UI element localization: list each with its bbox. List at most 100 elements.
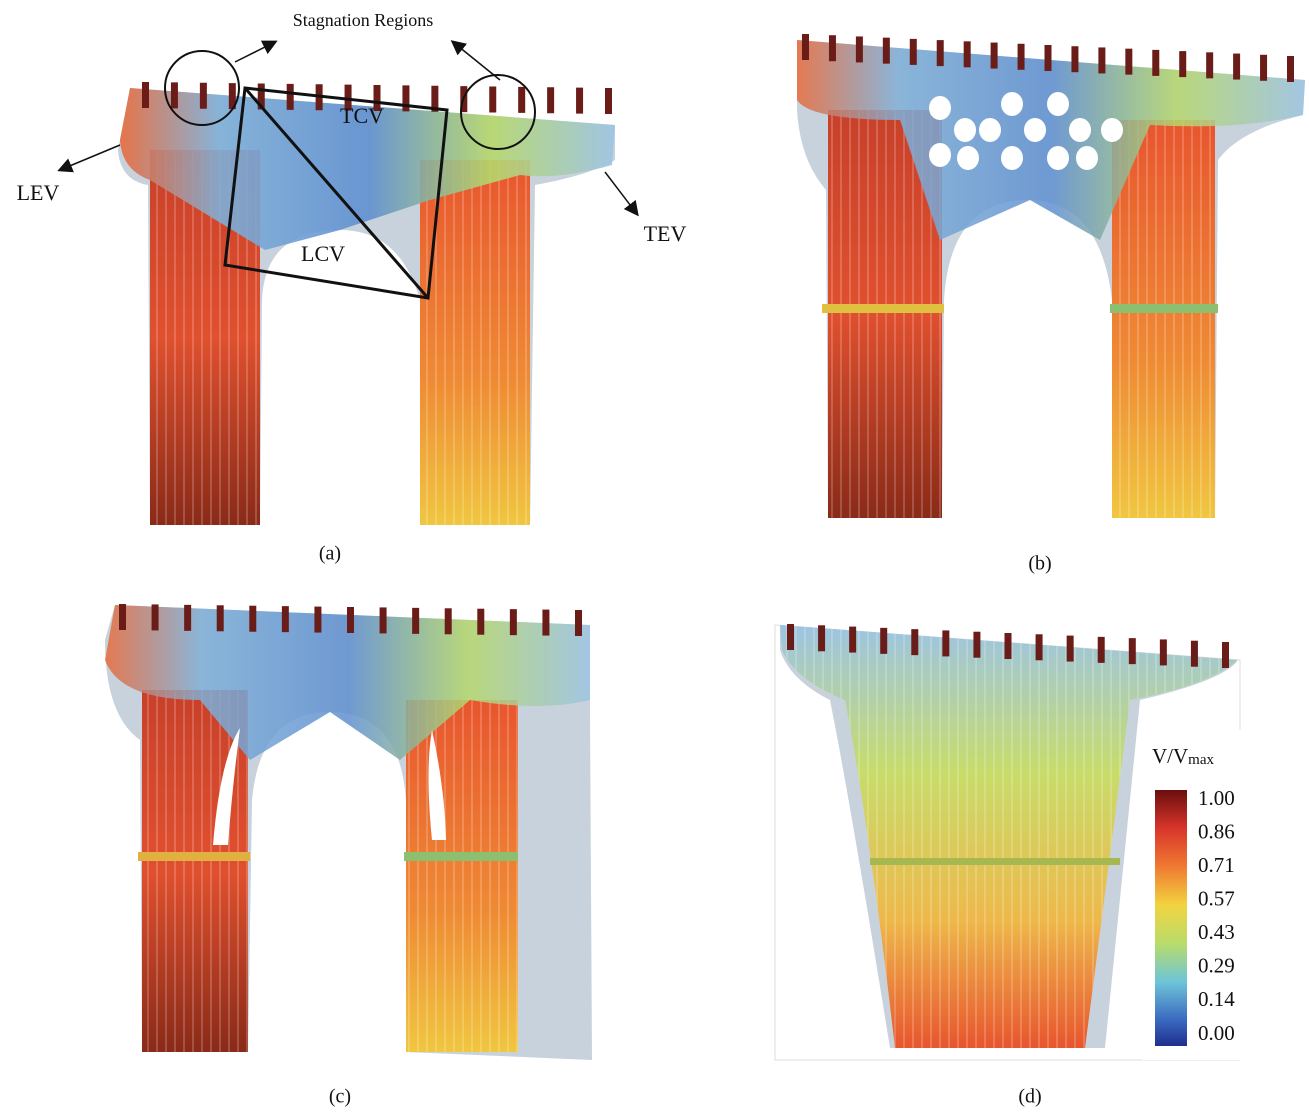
tube-hole bbox=[957, 146, 979, 170]
tube-rod bbox=[509, 609, 517, 636]
annotation: TCV bbox=[340, 103, 384, 128]
header-flow bbox=[105, 605, 590, 760]
caption: (d) bbox=[1018, 1086, 1041, 1108]
header-flow bbox=[797, 40, 1305, 240]
arrow bbox=[604, 171, 639, 217]
stagnation-circle bbox=[164, 50, 240, 126]
tube-rod bbox=[605, 88, 612, 114]
tube-hole bbox=[1001, 146, 1023, 170]
caption: (c) bbox=[329, 1086, 351, 1108]
tube-rod bbox=[199, 82, 207, 109]
tube-rods bbox=[787, 624, 1229, 668]
tube-rod bbox=[216, 605, 224, 632]
tube-rods bbox=[142, 82, 612, 114]
tube-rod bbox=[818, 625, 826, 652]
tube-rod bbox=[909, 38, 917, 65]
tube-rod bbox=[1222, 642, 1229, 668]
panel-b: (b) bbox=[797, 34, 1305, 575]
tube-rod bbox=[257, 83, 265, 110]
colorbar-tick-label: 0.71 bbox=[1198, 853, 1235, 877]
tube-rod bbox=[1233, 53, 1241, 80]
tube-rod bbox=[990, 42, 998, 69]
panel-c: (c) bbox=[105, 604, 592, 1108]
tube-hole bbox=[979, 118, 1001, 142]
tube-rod bbox=[973, 631, 981, 658]
tube-rod bbox=[942, 630, 950, 657]
tube-rod bbox=[1098, 47, 1106, 74]
tube-hole bbox=[929, 143, 951, 167]
caption: (a) bbox=[319, 543, 341, 565]
colorbar-title-main: V/V bbox=[1152, 744, 1188, 768]
annotation: LCV bbox=[301, 241, 345, 266]
colorbar-tick-label: 0.86 bbox=[1198, 819, 1235, 843]
tube-rod bbox=[936, 40, 944, 67]
tube-rod bbox=[849, 626, 857, 653]
colorbar-tick-label: 0.14 bbox=[1198, 987, 1235, 1011]
tube-rod bbox=[444, 608, 452, 635]
tube-rod bbox=[1044, 45, 1052, 71]
tube-rod bbox=[542, 609, 550, 636]
tube-rod bbox=[547, 87, 555, 114]
colorbar-tick-label: 0.29 bbox=[1198, 954, 1235, 978]
tube-holes bbox=[929, 92, 1123, 170]
tube-rod bbox=[489, 86, 497, 113]
tube-rod bbox=[1206, 52, 1214, 79]
interface bbox=[822, 304, 944, 313]
streamlines bbox=[406, 700, 518, 1052]
annotation: Stagnation Regions bbox=[293, 10, 434, 30]
panel-d: V/Vmax 1.000.860.710.570.430.290.140.00 … bbox=[774, 624, 1242, 1108]
colorbar-tick-label: 0.57 bbox=[1198, 887, 1235, 911]
tube-rod bbox=[1179, 51, 1187, 78]
tube-hole bbox=[954, 118, 976, 142]
tube-rod bbox=[1287, 56, 1294, 82]
tube-rod bbox=[1260, 54, 1268, 81]
tube-rod bbox=[963, 41, 971, 68]
tube-rod bbox=[142, 82, 149, 108]
stagnation-circle bbox=[460, 74, 536, 150]
tube-hole bbox=[1001, 92, 1023, 116]
interface bbox=[870, 858, 1120, 865]
tube-rod bbox=[1125, 48, 1133, 75]
vane bbox=[213, 728, 240, 845]
tube-rod bbox=[1004, 633, 1012, 659]
colorbar-ticks: 1.00 0.86 0.71 0.57 0.43 0.29 0.14 0.00 bbox=[1198, 786, 1235, 1045]
tube-rod bbox=[911, 629, 919, 656]
tube-hole bbox=[1024, 118, 1046, 142]
tube-rod bbox=[1035, 634, 1043, 661]
tube-rod bbox=[1128, 638, 1136, 665]
tube-rod bbox=[1190, 640, 1198, 667]
arrow bbox=[450, 40, 501, 81]
colorbar-tick-label: 0.00 bbox=[1198, 1021, 1235, 1045]
streamlines bbox=[1112, 120, 1215, 518]
tube-rod bbox=[170, 82, 178, 109]
tube-rod bbox=[228, 83, 236, 110]
annotation: TEV bbox=[644, 221, 687, 246]
streamlines bbox=[780, 625, 1238, 1048]
colorbar-title-sub: max bbox=[1188, 752, 1214, 768]
tube-rod bbox=[119, 604, 126, 630]
tube-rod bbox=[314, 606, 322, 633]
panel-a: Stagnation Regions LEV TCV LCV TEV (a) bbox=[17, 10, 687, 564]
tube-hole bbox=[1047, 92, 1069, 116]
tube-rod bbox=[402, 85, 410, 112]
tube-rod bbox=[576, 87, 584, 114]
colorbar-title: V/Vmax bbox=[1152, 744, 1214, 769]
tube-rod bbox=[880, 627, 888, 654]
arrow bbox=[57, 144, 121, 173]
streamlines bbox=[420, 160, 530, 525]
interface bbox=[1110, 304, 1218, 313]
tube-rod bbox=[828, 35, 836, 62]
tube-hole bbox=[1047, 146, 1069, 170]
tube-rod bbox=[518, 86, 526, 113]
tube-rod bbox=[412, 607, 420, 634]
tube-rod bbox=[379, 607, 387, 634]
annotation: LEV bbox=[17, 180, 60, 205]
tube-rod bbox=[286, 83, 294, 110]
tube-rod bbox=[249, 605, 257, 632]
interface bbox=[138, 852, 250, 861]
tube-rod bbox=[855, 36, 863, 63]
tube-rod bbox=[477, 608, 485, 635]
tube-rod bbox=[1066, 635, 1074, 662]
tube-rod bbox=[802, 34, 809, 60]
